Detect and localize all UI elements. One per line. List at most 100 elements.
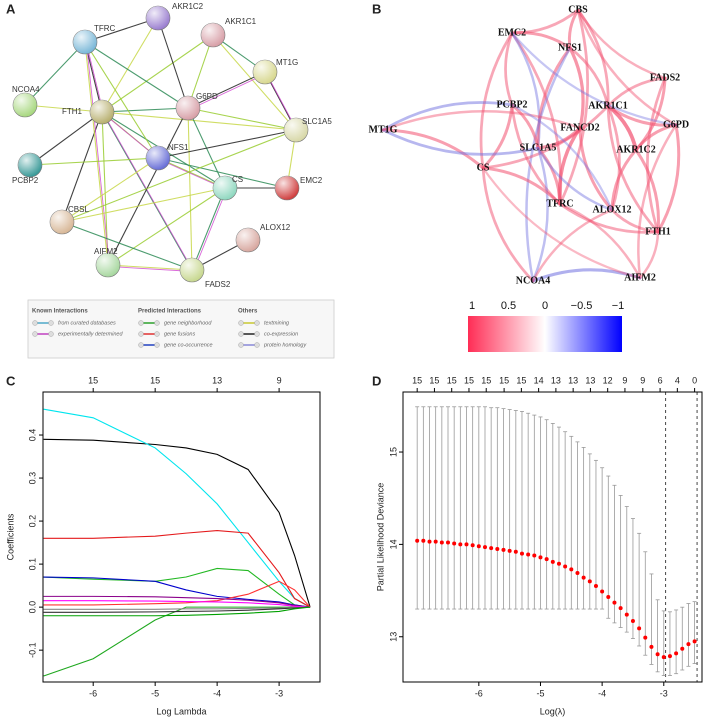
deviance-point — [686, 642, 691, 647]
error-bar — [569, 435, 574, 610]
error-bar — [421, 406, 426, 610]
node-label: FADS2 — [205, 280, 231, 289]
deviance-point — [692, 639, 697, 644]
error-bar — [556, 426, 561, 610]
node-label: NFS1 — [168, 143, 189, 152]
legend-icon — [154, 342, 160, 348]
node-label: NFS1 — [558, 42, 582, 53]
node-label: FTH1 — [645, 226, 671, 237]
node-label: CBS — [568, 4, 588, 15]
legend-icon — [32, 320, 38, 326]
network-edge — [24, 41, 86, 106]
network-edge — [187, 34, 214, 109]
node-shine — [201, 23, 225, 47]
chart-d: -6 -5 -4 -3 15 15 15 15 15 15 15 14 13 13 13 12 9 9 6 4 0 13 1… — [375, 375, 703, 716]
y-axis-label: Partial Likelihood Deviance — [375, 483, 385, 592]
correlation-edge — [510, 103, 614, 212]
node-label: AKR1C1 — [225, 17, 257, 26]
coefficient-path — [43, 567, 311, 608]
network-edge — [84, 41, 189, 109]
coefficient-path — [43, 606, 311, 610]
network-edge — [187, 71, 266, 109]
top-tick-label: 13 — [568, 375, 578, 385]
error-bar — [470, 406, 475, 610]
error-bar — [692, 601, 697, 664]
x-axis-label: Log(λ) — [540, 706, 566, 716]
deviance-point — [655, 652, 660, 657]
x-tick-label: -3 — [660, 688, 668, 698]
y-tick-label: 0.4 — [27, 429, 37, 442]
deviance-point — [624, 612, 629, 617]
correlation-edge — [536, 46, 572, 150]
correlation-edge — [567, 8, 580, 50]
legend-icon — [32, 331, 38, 337]
y-axis-label: Coefficients — [5, 513, 15, 560]
coefficient-path — [43, 576, 311, 608]
error-bar — [433, 406, 438, 610]
legend-item: gene co-occurrence — [164, 342, 213, 348]
x-axis-label: Log Lambda — [156, 706, 206, 716]
correlation-edge — [634, 148, 660, 234]
x-tick-label: -3 — [275, 688, 283, 698]
correlation-edge — [381, 101, 514, 132]
error-bar — [476, 406, 481, 610]
node-label: AIFM2 — [94, 247, 118, 256]
network-edge — [101, 111, 193, 271]
network-edge — [29, 157, 159, 166]
error-bar — [513, 410, 518, 610]
network-edge — [29, 111, 103, 166]
node-shine — [213, 176, 237, 200]
correlation-edge — [481, 166, 642, 280]
legend-icon — [138, 342, 144, 348]
node-label: CS — [477, 162, 490, 173]
correlation-edge — [510, 103, 540, 150]
top-tick-label: 0 — [692, 375, 697, 385]
network-edge — [212, 34, 297, 131]
plot-frame — [402, 391, 703, 683]
node-shine — [73, 30, 97, 54]
correlation-edge — [558, 202, 642, 280]
legend-item: gene fusions — [164, 331, 195, 337]
network-edge — [101, 111, 297, 131]
error-bar — [575, 441, 580, 610]
error-bar — [452, 406, 457, 610]
error-bar — [581, 447, 586, 610]
deviance-point — [593, 583, 598, 588]
deviance-point — [606, 595, 611, 600]
deviance-point — [421, 538, 426, 543]
top-tick-label: 15 — [429, 375, 439, 385]
error-bar — [501, 408, 506, 610]
correlation-edge — [634, 123, 678, 152]
legend-box — [27, 299, 335, 359]
top-tick-label: 15 — [516, 375, 526, 385]
deviance-point — [649, 644, 654, 649]
error-bar — [519, 410, 524, 610]
top-tick-label: 6 — [658, 375, 663, 385]
coefficient-path — [43, 606, 311, 613]
top-tick-label: 13 — [212, 375, 222, 385]
node-shine — [18, 153, 42, 177]
legend-icon — [48, 331, 54, 337]
top-tick-label: 14 — [534, 375, 544, 385]
error-bar — [415, 406, 420, 610]
node-label: NCOA4 — [516, 275, 550, 286]
legend-icon — [238, 342, 244, 348]
node-label: FADS2 — [650, 72, 680, 83]
node-label: AIFM2 — [624, 272, 656, 283]
network-edge — [84, 41, 109, 266]
network-a: AKR1C2 AKR1C1 TFRC MT1G NCOA4 FTH1 G6PD SLC1A5 N… — [12, 2, 335, 359]
node-shine — [146, 146, 170, 170]
error-bar — [674, 609, 679, 675]
correlation-edge — [578, 126, 614, 212]
error-bar — [550, 423, 555, 610]
error-bar — [655, 599, 660, 673]
deviance-point — [415, 538, 420, 543]
correlation-edge — [576, 8, 667, 80]
correlation-edge — [536, 146, 614, 212]
error-bar — [532, 414, 537, 610]
deviance-point — [495, 547, 500, 552]
node-label: AKR1C2 — [172, 2, 204, 11]
y-tick-label: 13 — [388, 632, 398, 642]
coefficient-path — [43, 408, 311, 608]
